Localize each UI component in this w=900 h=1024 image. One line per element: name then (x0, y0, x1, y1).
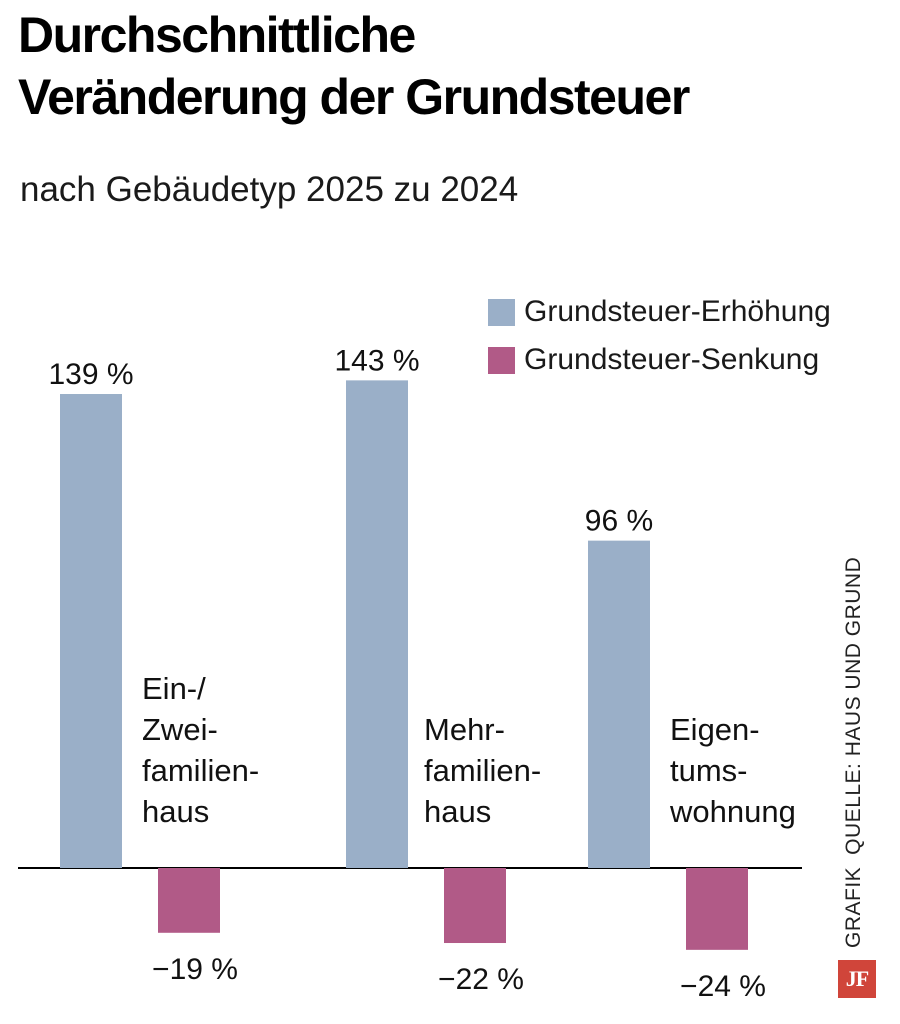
credit-grafik: GRAFIK (842, 866, 865, 948)
legend-swatch-decrease (488, 346, 515, 374)
legend-label-increase: Grundsteuer-Erhöhung (524, 295, 831, 328)
chart-title: Durchschnittliche Veränderung der Grunds… (18, 4, 690, 128)
category-label-eigentum-line-1: Eigen- (670, 712, 760, 747)
bar-decrease-mehr (444, 868, 506, 944)
credit-source: QUELLE: HAUS UND GRUND (842, 556, 865, 855)
chart-title-line-1: Durchschnittliche (18, 7, 416, 63)
bar-decrease-eigentum (686, 868, 748, 950)
category-label-eigentum-line-2: tums- (670, 753, 748, 788)
chart-legend: Grundsteuer-Erhöhung Grundsteuer-Senkung (488, 288, 831, 384)
legend-swatch-increase (488, 298, 515, 326)
data-label-decrease-mehr: −22 % (438, 963, 524, 996)
bar-increase-mehr (346, 380, 408, 868)
category-label-ein-zwei-line-2: Zwei- (142, 712, 218, 747)
category-label-mehr-line-1: Mehr- (424, 712, 505, 747)
category-label-ein-zwei-line-1: Ein-/ (142, 671, 206, 706)
data-label-increase-ein-zwei: 139 % (48, 358, 133, 391)
category-label-ein-zwei-line-3: familien- (142, 753, 259, 788)
bar-decrease-ein-zwei (158, 868, 220, 933)
bar-increase-eigentum (588, 540, 650, 868)
legend-item-decrease: Grundsteuer-Senkung (488, 336, 831, 384)
category-label-ein-zwei-line-4: haus (142, 794, 209, 829)
data-label-decrease-ein-zwei: −19 % (152, 953, 238, 986)
data-label-increase-eigentum: 96 % (585, 505, 653, 538)
source-credit: GRAFIK QUELLE: HAUS UND GRUND (842, 557, 866, 948)
category-label-eigentum-line-3: wohnung (669, 794, 796, 829)
legend-item-increase: Grundsteuer-Erhöhung (488, 288, 831, 336)
data-label-decrease-eigentum: −24 % (680, 970, 766, 1003)
bar-increase-ein-zwei (60, 394, 122, 868)
chart-title-line-2: Veränderung der Grundsteuer (18, 69, 690, 125)
legend-label-decrease: Grundsteuer-Senkung (524, 343, 820, 376)
data-label-increase-mehr: 143 % (334, 344, 419, 377)
category-label-mehr-line-3: haus (424, 794, 491, 829)
category-label-mehr-line-2: familien- (424, 753, 541, 788)
chart-subtitle: nach Gebäudetyp 2025 zu 2024 (20, 170, 519, 209)
publisher-logo: JF (838, 960, 876, 998)
